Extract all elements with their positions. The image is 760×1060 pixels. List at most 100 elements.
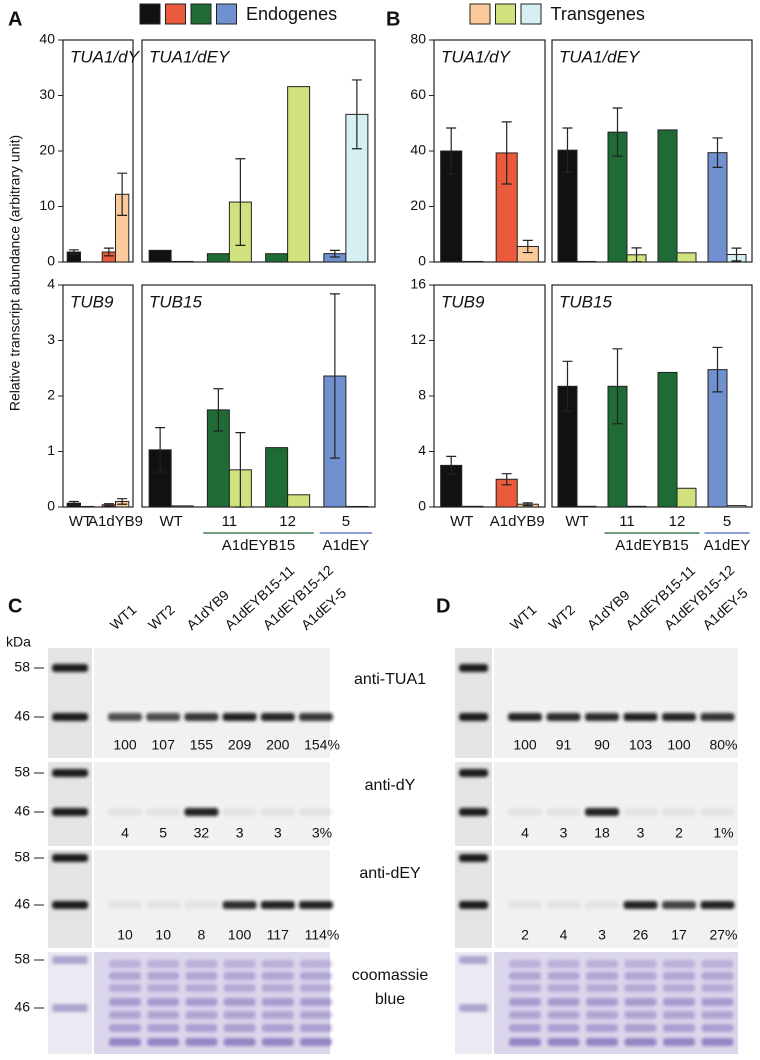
protein-band	[662, 901, 696, 909]
x-tick-label: 12	[279, 513, 296, 530]
error-bar	[117, 498, 128, 505]
protein-band	[109, 984, 141, 992]
chart-title: TUA1/dEY	[559, 47, 641, 66]
protein-band	[109, 998, 141, 1006]
protein-band	[701, 1038, 734, 1046]
legend-swatch	[139, 3, 161, 25]
protein-band	[547, 1011, 580, 1019]
y-tick-label: 40	[39, 31, 55, 47]
protein-band	[509, 1011, 541, 1019]
x-tick-label: WT	[159, 513, 182, 530]
protein-band	[261, 1038, 294, 1046]
protein-band	[623, 808, 658, 816]
marker-band	[52, 769, 88, 777]
y-tick-label: 30	[39, 86, 55, 102]
legend-swatch	[216, 3, 237, 25]
x-tick-label: 11	[619, 513, 635, 530]
quant-label: 2	[521, 927, 529, 943]
protein-band	[184, 808, 219, 816]
protein-band	[185, 1011, 218, 1019]
bar	[461, 260, 484, 263]
protein-band	[624, 960, 657, 968]
protein-band	[546, 901, 581, 909]
quant-label: 154%	[304, 737, 340, 753]
protein-band	[547, 1024, 580, 1032]
protein-band	[185, 998, 218, 1006]
lane-label: WT2	[545, 601, 578, 633]
protein-band	[624, 998, 657, 1006]
protein-band	[508, 713, 542, 721]
y-tick-label: 16	[410, 276, 426, 292]
protein-band	[701, 1011, 734, 1019]
bar	[707, 152, 728, 263]
legend-label: Endogenes	[246, 4, 337, 24]
protein-band	[509, 960, 541, 968]
error-bar	[522, 239, 533, 254]
plot-frame	[551, 284, 753, 508]
protein-band	[663, 998, 695, 1006]
protein-band	[586, 1024, 618, 1032]
protein-band	[109, 960, 141, 968]
protein-band	[261, 960, 294, 968]
marker-band	[459, 769, 488, 777]
error-bar	[562, 360, 573, 412]
protein-band	[662, 713, 696, 721]
antibody-label-box: anti-dEY	[359, 865, 421, 882]
protein-band	[701, 984, 734, 992]
antibody-label-box: coomassie blue	[351, 967, 429, 1008]
marker-lane	[48, 952, 92, 1054]
antibody-label: anti-dY	[364, 777, 416, 794]
bar	[657, 129, 678, 263]
protein-band	[299, 901, 333, 909]
lane-label: WT1	[507, 601, 540, 633]
protein-band	[663, 972, 695, 980]
protein-band	[508, 808, 542, 816]
quant-label: 100	[113, 737, 137, 753]
protein-band	[547, 998, 580, 1006]
marker-lane	[455, 952, 492, 1054]
antibody-label: anti-TUA1	[353, 671, 427, 688]
quant-label: 1%	[713, 825, 733, 841]
protein-band	[222, 713, 257, 721]
blot-strip	[494, 762, 738, 846]
y-axis-label: Relative transcript abundance (arbitrary…	[7, 135, 23, 411]
quant-label: 10	[117, 927, 133, 943]
x-tick-label: 11	[222, 513, 238, 530]
chart-title: TUA1/dY	[441, 47, 512, 66]
protein-band	[147, 1011, 180, 1019]
protein-band	[547, 972, 580, 980]
error-bar	[235, 158, 246, 246]
protein-band	[184, 901, 219, 909]
error-bar	[235, 432, 246, 508]
protein-band	[146, 808, 181, 816]
legend-swatch	[469, 3, 491, 25]
protein-band	[223, 998, 256, 1006]
plot-frame	[141, 284, 376, 508]
protein-band	[108, 901, 142, 909]
protein-band	[624, 1038, 657, 1046]
error-bar	[612, 348, 623, 425]
chart-title: TUB9	[441, 292, 485, 311]
quant-label: 200	[266, 737, 290, 753]
quant-label: 8	[198, 927, 206, 943]
x-tick-label: 5	[342, 513, 350, 530]
quant-label: 114%	[305, 927, 340, 943]
y-tick-label: 0	[418, 498, 426, 514]
marker-label: 46	[14, 999, 30, 1015]
protein-band	[261, 972, 294, 980]
quant-label: 32	[194, 825, 210, 841]
protein-band	[624, 1011, 657, 1019]
protein-band	[146, 713, 181, 721]
antibody-label: coomassie blue	[351, 967, 429, 1008]
quant-label: 100	[228, 927, 252, 943]
y-tick-label: 80	[410, 31, 426, 47]
protein-band	[223, 1011, 256, 1019]
x-tick-label: WT	[450, 513, 473, 530]
protein-band	[185, 1038, 218, 1046]
antibody-label: anti-dEY	[359, 865, 421, 882]
protein-band	[261, 998, 294, 1006]
marker-band	[52, 1004, 88, 1012]
y-tick-label: 12	[410, 331, 426, 347]
y-tick-label: 4	[418, 442, 426, 458]
